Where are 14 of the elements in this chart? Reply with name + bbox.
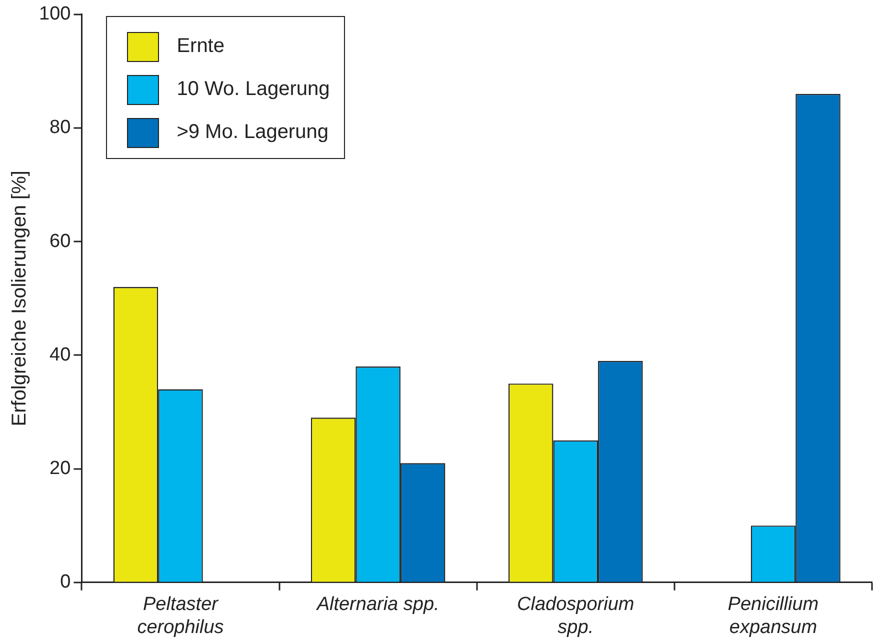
y-axis-title: Erfolgreiche Isolierungen [%] — [8, 170, 31, 426]
y-tick-label: 80 — [50, 117, 71, 138]
y-tick-label: 40 — [50, 344, 71, 366]
x-tick-label: Alternaria spp. — [316, 594, 440, 616]
y-tick-label: 100 — [39, 4, 71, 25]
x-tick-label: Peltaster cerophilus — [137, 594, 224, 638]
x-tick-label: Penicillium expansum — [728, 594, 819, 638]
y-tick-label: 0 — [60, 572, 71, 593]
y-tick-label: 60 — [50, 230, 71, 252]
y-tick-label: 20 — [50, 458, 71, 480]
legend-label: >9 Mo. Lagerung — [176, 121, 328, 144]
legend-label: Ernte — [176, 35, 224, 58]
x-tick-label: Cladosporium spp. — [517, 594, 634, 638]
legend-label: 10 Wo. Lagerung — [176, 78, 330, 102]
